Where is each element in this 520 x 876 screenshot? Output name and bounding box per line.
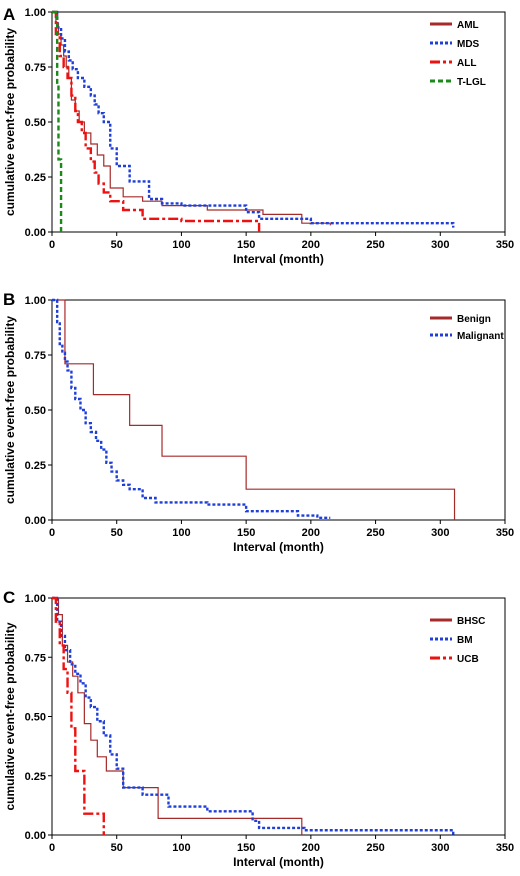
legend-label: BHSC bbox=[457, 616, 485, 627]
y-tick-label: 0.75 bbox=[25, 350, 46, 362]
y-axis-title: cumulative event-free probability bbox=[3, 316, 17, 504]
x-tick-label: 350 bbox=[496, 842, 514, 854]
y-tick-label: 0.50 bbox=[25, 405, 46, 417]
x-tick-label: 50 bbox=[111, 527, 123, 539]
x-tick-label: 0 bbox=[49, 239, 55, 251]
x-tick-label: 250 bbox=[366, 239, 384, 251]
x-tick-label: 250 bbox=[366, 527, 384, 539]
x-tick-label: 0 bbox=[49, 842, 55, 854]
x-tick-label: 100 bbox=[172, 239, 190, 251]
legend-label: Malignant bbox=[457, 331, 504, 342]
panel-c: C 0.00 0.25 0.50 0.75 1.00 0 50 100 150 200 250 300 3… bbox=[3, 588, 514, 869]
x-tick-label: 100 bbox=[172, 842, 190, 854]
y-axis-title: cumulative event-free probability bbox=[3, 28, 17, 216]
y-tick-label: 0.75 bbox=[25, 62, 46, 74]
x-axis-title: Interval (month) bbox=[233, 540, 324, 554]
x-axis-title: Interval (month) bbox=[233, 855, 324, 869]
series-line-benign bbox=[52, 299, 456, 520]
y-tick-label: 0.00 bbox=[25, 830, 46, 842]
legend-label: AML bbox=[457, 20, 479, 31]
series-line-mds bbox=[52, 10, 455, 228]
y-tick-label: 1.00 bbox=[25, 593, 46, 605]
y-tick-label: 0.00 bbox=[25, 227, 46, 239]
legend-label: ALL bbox=[457, 58, 476, 69]
x-tick-label: 300 bbox=[431, 527, 449, 539]
panel-a: A 0.00 0.25 0.50 0.75 1.00 0 50 100 150 200 250 300 3… bbox=[3, 5, 514, 266]
x-tick-label: 0 bbox=[49, 527, 55, 539]
y-tick-label: 1.00 bbox=[25, 7, 46, 19]
y-tick-label: 0.50 bbox=[25, 117, 46, 129]
x-tick-label: 300 bbox=[431, 239, 449, 251]
y-tick-label: 0.50 bbox=[25, 712, 46, 724]
x-tick-label: 150 bbox=[237, 527, 255, 539]
plot-frame bbox=[51, 11, 506, 233]
panel-letter: C bbox=[3, 588, 15, 607]
x-tick-label: 200 bbox=[302, 239, 320, 251]
legend-label: BM bbox=[457, 635, 473, 646]
x-tick-label: 300 bbox=[431, 842, 449, 854]
plot-frame bbox=[51, 299, 506, 521]
x-tick-label: 50 bbox=[111, 842, 123, 854]
y-tick-label: 0.25 bbox=[25, 172, 46, 184]
x-tick-label: 50 bbox=[111, 239, 123, 251]
x-tick-label: 200 bbox=[302, 527, 320, 539]
series-line-aml bbox=[52, 11, 331, 226]
series-line-all bbox=[52, 10, 261, 232]
x-tick-label: 150 bbox=[237, 842, 255, 854]
x-tick-label: 100 bbox=[172, 527, 190, 539]
series-line-bhsc bbox=[52, 597, 303, 835]
panel-b: B 0.00 0.25 0.50 0.75 1.00 0 50 100 150 200 250 300 3… bbox=[3, 290, 514, 554]
panel-letter: A bbox=[3, 5, 15, 24]
series-line-bm bbox=[52, 596, 455, 835]
y-tick-label: 0.25 bbox=[25, 460, 46, 472]
series-line-ucb bbox=[52, 596, 105, 835]
legend-label: T-LGL bbox=[457, 77, 486, 88]
series-line-malignant bbox=[52, 298, 331, 519]
plot-frame bbox=[51, 597, 506, 836]
x-axis-title: Interval (month) bbox=[233, 252, 324, 266]
legend-label: UCB bbox=[457, 654, 479, 665]
legend-label: MDS bbox=[457, 39, 480, 50]
y-tick-label: 0.75 bbox=[25, 652, 46, 664]
legend-label: Benign bbox=[457, 314, 491, 325]
y-axis-title: cumulative event-free probability bbox=[3, 622, 17, 810]
x-tick-label: 350 bbox=[496, 527, 514, 539]
x-tick-label: 150 bbox=[237, 239, 255, 251]
y-tick-label: 0.25 bbox=[25, 771, 46, 783]
x-tick-label: 250 bbox=[366, 842, 384, 854]
x-tick-label: 200 bbox=[302, 842, 320, 854]
panel-letter: B bbox=[3, 290, 15, 309]
y-tick-label: 1.00 bbox=[25, 295, 46, 307]
series-line-t-lgl bbox=[52, 10, 63, 232]
y-tick-label: 0.00 bbox=[25, 515, 46, 527]
x-tick-label: 350 bbox=[496, 239, 514, 251]
